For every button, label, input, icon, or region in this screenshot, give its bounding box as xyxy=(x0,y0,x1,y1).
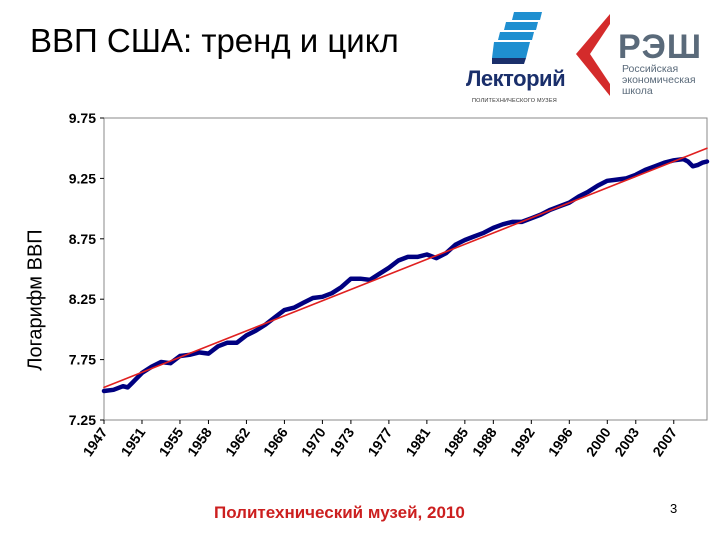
nes-line-3: школа xyxy=(622,85,653,97)
x-tick-label: 1955 xyxy=(155,424,186,459)
nes-line-2: экономическая xyxy=(622,74,696,86)
nes-line-1: Российская xyxy=(622,63,679,75)
x-tick-label: 1996 xyxy=(545,424,576,459)
x-tick-label: 1958 xyxy=(184,424,215,459)
nes-emblem-icon xyxy=(576,14,610,96)
footer-text: Политехнический музей, 2010 xyxy=(214,503,465,522)
x-tick-label: 1951 xyxy=(117,424,148,459)
x-tick-label: 2007 xyxy=(649,424,680,459)
x-tick-label: 1981 xyxy=(402,424,433,459)
x-tick-label: 2003 xyxy=(611,424,642,459)
nes-abbreviation: РЭШ xyxy=(618,28,703,66)
y-tick-label: 8.25 xyxy=(69,291,96,307)
x-tick-label: 1966 xyxy=(260,424,291,459)
slide-title: ВВП США: тренд и цикл xyxy=(30,22,399,59)
y-tick-label: 9.25 xyxy=(69,170,96,186)
x-tick-label: 1988 xyxy=(469,424,500,459)
trend-series-line xyxy=(103,147,708,389)
y-tick-label: 8.75 xyxy=(69,231,96,247)
gdp-series-line xyxy=(101,156,710,394)
y-tick-label: 9.75 xyxy=(69,110,96,126)
x-tick-label: 1962 xyxy=(222,424,253,459)
lektoriy-subtitle: ПОЛИТЕХНИЧЕСКОГО МУЗЕЯ xyxy=(472,98,557,104)
lektoriy-emblem-icon xyxy=(492,12,542,64)
x-tick-label: 2000 xyxy=(583,424,614,459)
y-tick-label: 7.75 xyxy=(69,352,96,368)
x-tick-label: 1977 xyxy=(364,424,395,459)
lektoriy-logo: Лекторий ПОЛИТЕХНИЧЕСКОГО МУЗЕЯ xyxy=(462,10,572,104)
x-tick-label: 1947 xyxy=(79,424,110,459)
x-tick-label: 1992 xyxy=(507,424,538,459)
y-tick-label: 7.25 xyxy=(69,412,96,428)
lektoriy-name: Лекторий xyxy=(466,66,566,91)
gdp-chart: 7.25 7.75 8.25 8.75 9.25 9.75 1947 1951 19551958… xyxy=(69,110,710,459)
page-number: 3 xyxy=(670,501,678,516)
nes-logo: РЭШ Российская экономическая школа xyxy=(572,12,712,102)
x-tick-label: 1973 xyxy=(326,424,357,459)
x-tick-label: 1970 xyxy=(298,424,329,459)
x-tick-label: 1985 xyxy=(440,424,471,459)
plot-area-frame xyxy=(103,117,708,421)
